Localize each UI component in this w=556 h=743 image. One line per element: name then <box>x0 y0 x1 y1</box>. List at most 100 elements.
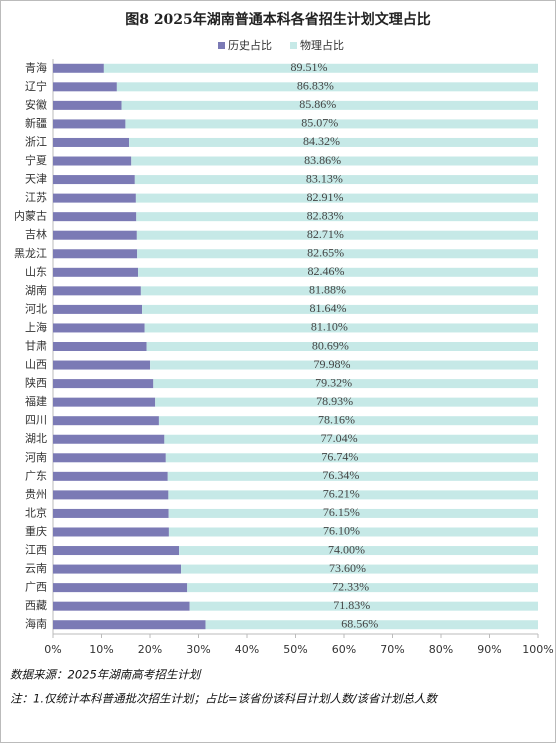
y-tick-label: 宁夏 <box>25 153 47 167</box>
value-label: 76.21% <box>323 487 360 501</box>
value-label: 79.98% <box>314 357 351 371</box>
legend-swatch <box>290 42 297 49</box>
y-tick-label: 湖北 <box>25 432 47 445</box>
x-tick-label: 90% <box>477 643 501 656</box>
value-label: 76.15% <box>323 505 360 519</box>
y-tick-label: 安徽 <box>25 97 47 111</box>
y-tick-label: 重庆 <box>25 524 47 538</box>
bar-segment <box>53 267 139 277</box>
bar-segment <box>53 63 104 73</box>
y-tick-label: 江苏 <box>25 191 47 204</box>
y-tick-label: 内蒙古 <box>14 209 47 223</box>
bar-segment <box>121 100 538 110</box>
bar-segment <box>142 304 538 314</box>
x-tick-label: 30% <box>186 643 210 656</box>
y-tick-label: 云南 <box>25 562 47 575</box>
bar-segment <box>53 342 147 351</box>
bar-segment <box>181 564 539 574</box>
x-tick-label: 0% <box>44 643 61 656</box>
bar-segment <box>134 175 538 185</box>
bar-segment <box>53 175 135 185</box>
bar-segment <box>53 434 165 444</box>
value-label: 82.71% <box>307 227 344 241</box>
value-label: 81.10% <box>311 320 348 334</box>
y-tick-label: 山西 <box>25 358 47 371</box>
x-tick-label: 40% <box>235 643 259 656</box>
value-label: 89.51% <box>290 60 327 74</box>
value-label: 83.86% <box>304 153 341 167</box>
y-tick-label: 吉林 <box>25 227 47 241</box>
y-tick-label: 江西 <box>25 544 47 557</box>
legend-label: 物理占比 <box>300 38 344 52</box>
y-tick-label: 浙江 <box>25 135 47 148</box>
bar-segment <box>53 323 145 333</box>
bar-segment <box>53 453 166 463</box>
y-tick-label: 上海 <box>25 320 47 334</box>
bar-segment <box>53 601 190 611</box>
bar-segment <box>150 360 539 370</box>
bar-segment <box>53 620 206 630</box>
bar-segment <box>155 397 538 407</box>
bar-segment <box>53 193 136 203</box>
bar-segment <box>53 379 154 389</box>
value-label: 82.65% <box>307 246 344 260</box>
note: 数据来源：2025年湖南高考招生计划 <box>10 668 202 682</box>
y-tick-label: 陕西 <box>25 376 47 390</box>
bar-segment <box>135 193 538 203</box>
value-label: 74.00% <box>328 542 365 556</box>
bar-segment <box>168 508 539 518</box>
bar-segment <box>158 416 538 426</box>
y-tick-label: 青海 <box>25 60 47 74</box>
bar-segment <box>53 249 138 259</box>
x-tick-label: 70% <box>380 643 404 656</box>
bar-segment <box>167 471 538 481</box>
value-label: 78.93% <box>316 394 353 408</box>
value-label: 86.83% <box>297 79 334 93</box>
value-label: 76.34% <box>322 468 359 482</box>
value-label: 76.74% <box>321 450 358 464</box>
bar-segment <box>131 156 539 166</box>
x-tick-label: 20% <box>138 643 162 656</box>
value-label: 77.04% <box>321 431 358 445</box>
bar-segment <box>53 119 126 129</box>
bar-segment <box>53 416 159 426</box>
bar-segment <box>144 323 539 333</box>
bar-segment <box>140 286 538 296</box>
bar-segment <box>136 212 538 222</box>
y-tick-label: 湖南 <box>25 284 47 297</box>
y-tick-label: 广东 <box>25 469 47 482</box>
y-tick-label: 新疆 <box>25 116 47 130</box>
legend-label: 历史占比 <box>228 38 272 52</box>
bar-segment <box>53 82 117 92</box>
bar-segment <box>146 342 538 351</box>
bar-segment <box>53 397 156 407</box>
value-label: 72.33% <box>332 579 369 593</box>
bar-segment <box>53 230 137 240</box>
bar-segment <box>53 304 143 314</box>
y-tick-label: 山东 <box>25 265 47 278</box>
y-tick-label: 四川 <box>25 414 47 427</box>
value-label: 82.91% <box>306 190 343 204</box>
value-label: 83.13% <box>306 171 343 185</box>
bar-segment <box>53 508 169 518</box>
bar-segment <box>53 527 169 537</box>
x-tick-label: 80% <box>429 643 453 656</box>
bar-segment <box>53 137 130 147</box>
y-tick-label: 河北 <box>25 302 47 315</box>
value-label: 82.46% <box>308 264 345 278</box>
y-tick-label: 海南 <box>25 617 47 631</box>
bar-segment <box>53 360 151 370</box>
bar-segment <box>136 230 538 240</box>
y-tick-label: 福建 <box>25 394 47 408</box>
x-tick-label: 10% <box>89 643 113 656</box>
bar-segment <box>164 434 538 444</box>
bar-segment <box>53 471 168 481</box>
y-tick-label: 天津 <box>25 173 47 186</box>
value-label: 80.69% <box>312 338 349 352</box>
value-label: 76.10% <box>323 524 360 538</box>
y-tick-label: 广西 <box>25 581 47 594</box>
bar-segment <box>138 267 538 277</box>
bar-segment <box>153 379 538 389</box>
